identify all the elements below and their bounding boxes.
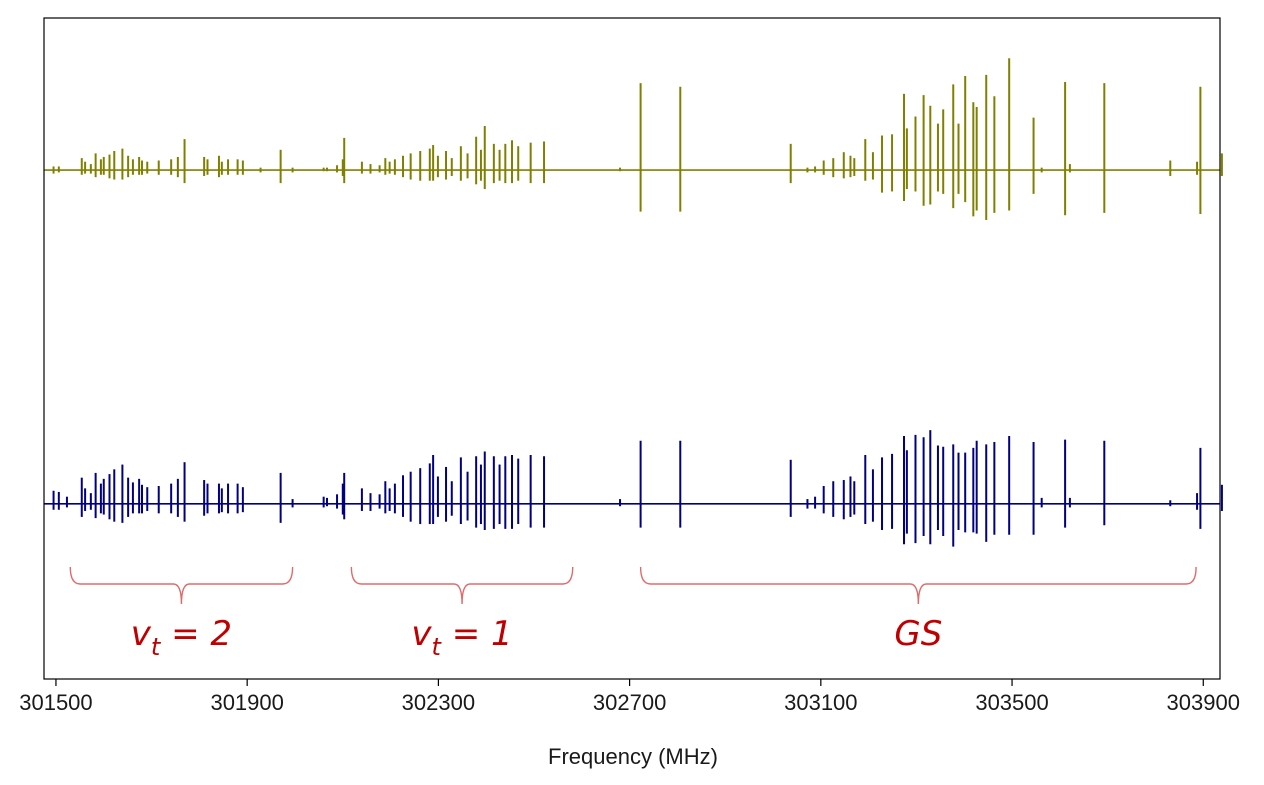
x-tick-label: 303900 [1167,690,1240,715]
bracket-vt2: vt = 2 [69,566,294,661]
bracket-shape [69,566,294,605]
x-tick-label: 303100 [784,690,857,715]
series-1 [44,58,1223,221]
x-axis-title: Frequency (MHz) [548,744,718,769]
series-layer [44,58,1223,547]
bracket-shape [639,566,1197,605]
band-label-gs: GS [894,614,942,654]
x-tick-label: 303500 [975,690,1048,715]
x-tick-label: 302300 [402,690,475,715]
x-tick-label: 302700 [593,690,666,715]
x-tick-label: 301500 [19,690,92,715]
x-axis: 301500 301900 302300 302700 303100 303500 3039… [19,679,1240,715]
band-label-vt2: vt = 2 [131,614,232,661]
plot-frame [43,17,1221,680]
band-label-vt1: vt = 1 [411,614,512,661]
bracket-vt1: vt = 1 [350,566,574,661]
x-tick-label: 301900 [210,690,283,715]
annotation-layer: vt = 2 vt = 1 GS [69,566,1197,661]
bracket-gs: GS [639,566,1197,654]
bracket-shape [350,566,574,605]
series-2 [44,430,1223,547]
